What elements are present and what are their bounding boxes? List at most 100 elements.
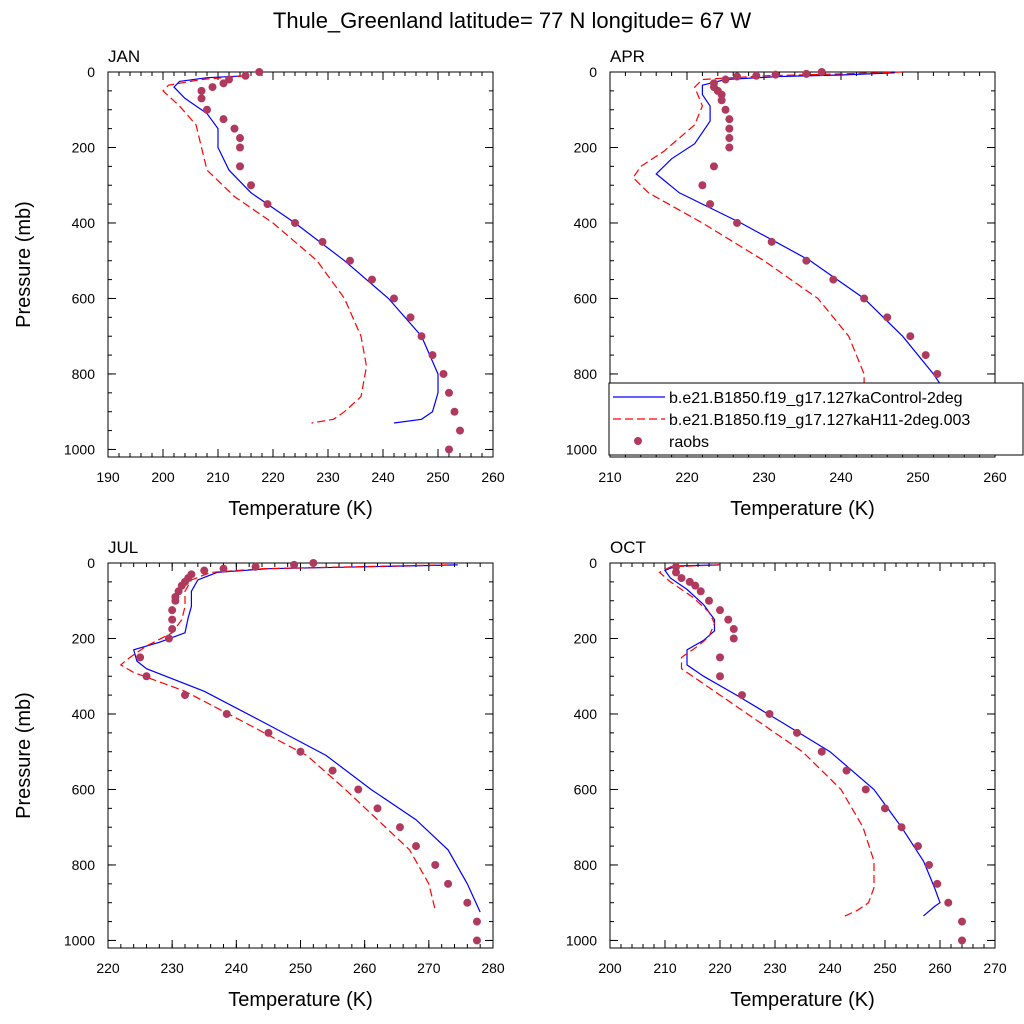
raobs-point [136,653,145,662]
raobs-point [445,388,453,397]
raobs-point [236,162,244,171]
raobs-point [168,625,177,634]
x-tick-label: 220 [96,960,120,976]
raobs-point [733,218,742,227]
raobs-point [181,691,189,700]
y-tick-label: 0 [589,555,597,571]
raobs-point [328,766,337,775]
x-tick-label: 250 [873,960,897,976]
raobs-point [765,709,774,718]
raobs-point [709,162,718,171]
y-tick-label: 600 [574,781,598,797]
x-tick-label: 210 [598,469,622,485]
x-tick-label: 200 [598,960,622,976]
raobs-point [450,407,459,416]
y-tick-label: 800 [72,366,96,382]
x-tick-label: 210 [206,469,230,485]
raobs-point [672,562,680,571]
raobs-point [729,625,738,634]
x-tick-label: 190 [96,469,120,485]
raobs-point [395,823,404,832]
raobs-point [829,275,838,284]
raobs-point [197,94,206,103]
plot-frame [609,71,996,458]
panel-title: JUL [108,538,138,557]
raobs-point [706,200,715,209]
raobs-point [752,71,761,80]
legend-label: b.e21.B1850.f19_g17.127kaControl-2deg [669,390,963,407]
y-tick-label: 200 [72,139,96,155]
panel-apr: APR 210 220 230 240 250 260 0 200 400 600 800 1000 Te… [566,47,1024,520]
series-group [119,559,481,945]
raobs-point [168,615,177,624]
series-line-h11 [658,564,875,919]
raobs-point [721,105,730,114]
legend: b.e21.B1850.f19_g17.127kaControl-2deg b.e… [608,382,1024,456]
raobs-point [445,445,453,454]
raobs-point [717,96,726,105]
y-tick-label: 1000 [64,441,95,457]
raobs-point [142,672,151,681]
x-axis-label: Temperature (K) [228,498,373,520]
series-line-control [664,564,941,917]
raobs-point [456,426,464,435]
raobs-point [696,587,705,596]
raobs-point [691,581,700,590]
raobs-point [203,105,211,114]
y-tick-label: 800 [574,857,598,873]
x-tick-label: 240 [829,469,853,485]
x-tick-label: 240 [225,960,249,976]
raobs-point [472,936,481,945]
raobs-point [817,747,826,756]
raobs-point [925,860,933,869]
panel-title: JAN [108,47,140,66]
raobs-point [716,672,724,681]
raobs-point [921,351,930,360]
series-line-h11 [119,564,449,911]
raobs-point [412,842,420,851]
x-tick-label: 260 [481,469,505,485]
raobs-point [698,181,707,190]
x-tick-label: 240 [818,960,842,976]
raobs-point [717,90,726,99]
raobs-point [881,804,889,813]
y-tick-label: 1000 [566,441,597,457]
raobs-point [725,143,734,152]
raobs-point [842,766,851,775]
x-tick-label: 230 [316,469,340,485]
raobs-point [219,115,228,124]
raobs-point [725,134,734,143]
raobs-point [725,115,734,124]
raobs-point [390,294,398,303]
x-axis-label: Temperature (K) [730,989,875,1011]
raobs-point [373,804,382,813]
y-tick-label: 600 [72,781,96,797]
raobs-point [291,218,299,227]
raobs-point [296,747,305,756]
y-tick-label: 0 [87,555,95,571]
raobs-point [219,564,228,573]
raobs-point [733,72,742,81]
raobs-point [802,69,811,78]
raobs-point [168,606,177,615]
series-group [162,68,464,454]
series-group [658,562,966,945]
raobs-point [721,75,730,84]
y-tick-label: 0 [87,64,95,80]
raobs-point [958,917,966,926]
x-tick-label: 230 [752,469,776,485]
raobs-point [472,917,481,926]
raobs-point [933,879,942,888]
y-tick-label: 600 [72,290,96,306]
y-tick-label: 800 [574,366,598,382]
raobs-point [428,351,437,360]
raobs-point [933,369,942,378]
x-axis-label: Temperature (K) [730,498,875,520]
raobs-point [914,842,922,851]
x-axis-label: Temperature (K) [228,989,373,1011]
x-tick-label: 220 [708,960,732,976]
panel-jul: JUL 220 230 240 250 260 270 280 0 200 400 600 800 100… [13,538,505,1011]
raobs-point [793,728,801,737]
y-tick-label: 600 [574,290,598,306]
